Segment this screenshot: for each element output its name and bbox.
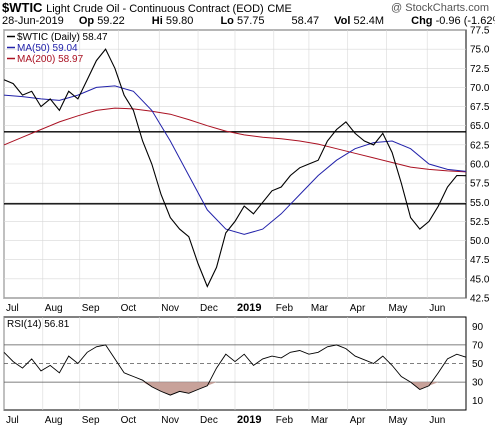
rsi-y-tick-label: 90: [472, 322, 484, 333]
rsi-x-tick-label: Nov: [161, 415, 179, 426]
price-y-tick-label: 50.0: [470, 236, 490, 247]
stat-change: Chg -0.96 (-1.62%): [411, 15, 495, 27]
price-y-tick-label: 67.5: [470, 102, 490, 113]
price-y-tick-label: 77.5: [470, 26, 490, 37]
rsi-x-tick-label: Feb: [276, 415, 294, 426]
stat-high: Hi 59.80: [151, 15, 194, 27]
rsi-x-tick-label: Oct: [121, 415, 137, 426]
price-x-tick-label: Jul: [6, 303, 19, 314]
copyright: @ StockCharts.com: [391, 2, 489, 14]
rsi-x-tick-label: Mar: [311, 415, 329, 426]
price-x-tick-label: Mar: [311, 303, 329, 314]
stat-close: 58.47: [291, 15, 320, 27]
rsi-y-tick-label: 30: [472, 378, 484, 389]
price-x-tick-label: Oct: [121, 303, 137, 314]
stat-volume: Vol 52.4M: [334, 15, 385, 27]
price-y-tick-label: 75.0: [470, 45, 490, 56]
stats-bar: 28-Jun-2019 Op 59.22 Hi 59.80 Lo 57.75 5…: [2, 15, 495, 27]
price-y-tick-label: 52.5: [470, 217, 490, 228]
rsi-y-tick-label: 10: [472, 396, 484, 407]
price-y-tick-label: 55.0: [470, 198, 490, 209]
ma200-line: [3, 107, 467, 173]
symbol: $WTIC: [2, 0, 43, 15]
rsi-x-tick-label: Sep: [82, 415, 100, 426]
rsi-x-tick-label: Dec: [200, 415, 218, 426]
price-y-tick-label: 60.0: [470, 160, 490, 171]
price-x-tick-label: Feb: [276, 303, 294, 314]
rsi-y-tick-label: 50: [472, 359, 484, 370]
legend-ma50: MA(50) 59.04: [17, 43, 78, 54]
price-y-tick-label: 57.5: [470, 179, 490, 190]
price-x-tick-label: Nov: [161, 303, 179, 314]
price-x-tick-label: 2019: [237, 302, 261, 314]
price-y-tick-label: 47.5: [470, 255, 490, 266]
price-y-tick-label: 72.5: [470, 64, 490, 75]
stat-low: Lo 57.75: [220, 15, 265, 27]
price-y-tick-label: 45.0: [470, 274, 490, 285]
rsi-x-tick-label: Aug: [45, 415, 63, 426]
legend-price: $WTIC (Daily) 58.47: [17, 32, 108, 43]
price-x-tick-label: Dec: [200, 303, 218, 314]
rsi-x-tick-label: Apr: [350, 415, 366, 426]
rsi-legend: RSI(14) 56.81: [7, 319, 70, 330]
rsi-x-tick-label: Jul: [6, 415, 19, 426]
stat-date: 28-Jun-2019: [2, 15, 64, 27]
price-x-tick-label: Apr: [350, 303, 366, 314]
rsi-line: [3, 344, 467, 396]
rsi-x-tick-label: 2019: [237, 414, 261, 426]
rsi-y-tick-label: 70: [472, 340, 484, 351]
price-x-tick-label: Sep: [82, 303, 100, 314]
rsi-x-tick-label: Jun: [429, 415, 445, 426]
chart-title: $WTIC Light Crude Oil - Continuous Contr…: [2, 0, 292, 15]
exchange: CME: [267, 3, 292, 15]
price-panel: 77.5 75.0 72.5 70.0 67.5 65.0 62.5 60.0 57.5 55.0…: [3, 26, 490, 314]
price-y-tick-label: 62.5: [470, 140, 490, 151]
rsi-oversold-fill: [4, 382, 466, 396]
description: Light Crude Oil - Continuous Contract (E…: [46, 3, 264, 15]
price-y-tick-label: 70.0: [470, 83, 490, 94]
stat-open: Op 59.22: [78, 15, 125, 27]
rsi-x-tick-label: May: [389, 415, 408, 426]
price-y-tick-label: 42.5: [470, 294, 490, 305]
price-y-tick-label: 65.0: [470, 121, 490, 132]
legend-ma200: MA(200) 58.97: [17, 54, 84, 65]
price-x-tick-label: Jun: [429, 303, 445, 314]
rsi-panel: Jul Aug Sep Oct Nov Dec 2019 Feb Mar Apr May Jun 90 7…: [3, 316, 484, 426]
price-x-tick-label: May: [389, 303, 408, 314]
price-line: [3, 48, 467, 288]
price-x-tick-label: Aug: [45, 303, 63, 314]
